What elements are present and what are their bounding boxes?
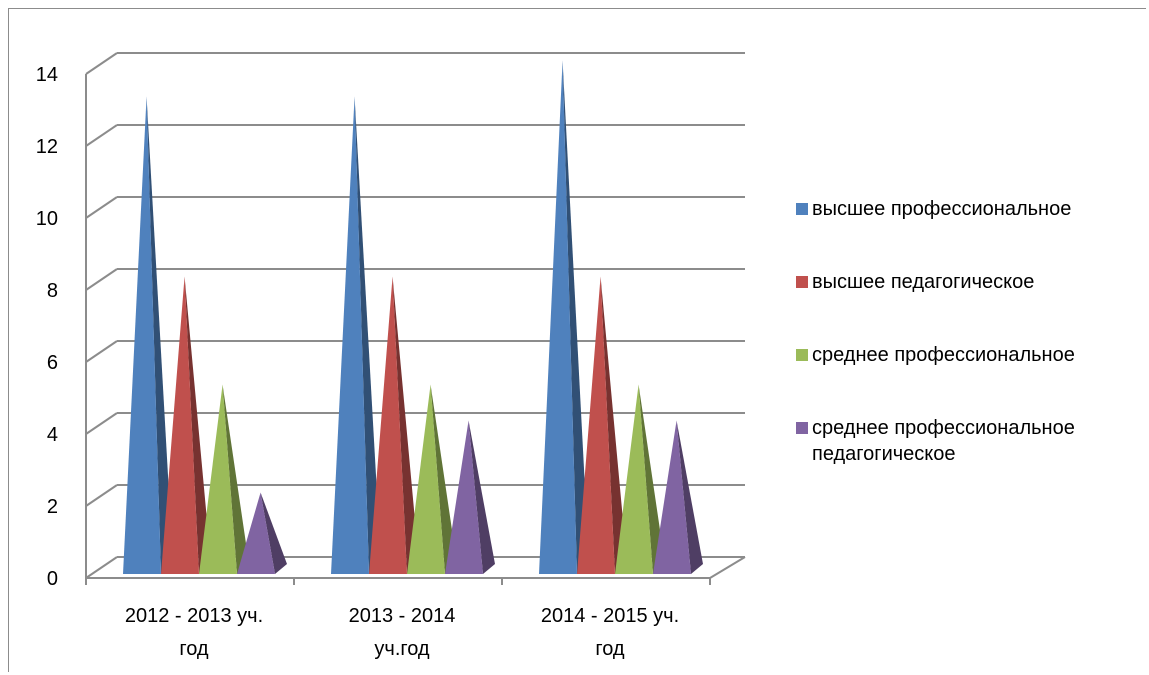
pyramid-4 [445, 420, 483, 574]
gridline-depth [85, 556, 118, 579]
legend-swatch-series-1 [796, 203, 808, 215]
legend-label-series-2: высшее педагогическое [812, 271, 1035, 293]
pyramid-2 [369, 276, 407, 574]
legend-label-series-1: высшее профессиональное [812, 198, 1072, 220]
pyramid-3 [407, 384, 445, 574]
pyramid-side-2 [184, 276, 211, 574]
floor-right-edge [709, 556, 746, 579]
legend-item-series-4: среднее профессиональное педагогическое [796, 415, 1146, 467]
pyramid-side-4 [468, 420, 495, 574]
legend-label-series-4: среднее профессиональное педагогическое [812, 417, 1075, 465]
pyramid-2 [577, 276, 615, 574]
pyramid-side-1 [562, 60, 589, 574]
legend-swatch-series-4 [796, 422, 808, 434]
legend-swatch-series-2 [796, 276, 808, 288]
pyramid-4 [237, 492, 275, 574]
x-tick-label: уч.год [374, 638, 430, 660]
x-tick-label: год [595, 638, 625, 660]
gridline-depth [85, 340, 118, 363]
gridline-depth [85, 268, 118, 291]
pyramid-side-2 [392, 276, 419, 574]
legend-label-series-3: среднее профессиональное [812, 344, 1075, 366]
pyramid-side-4 [676, 420, 703, 574]
x-tick-label: 2014 - 2015 уч. [541, 605, 679, 627]
pyramid-side-1 [146, 96, 173, 574]
y-tick-label: 4 [47, 424, 58, 446]
y-tick-label: 6 [47, 352, 58, 374]
pyramid-side-4 [260, 492, 287, 574]
pyramid-3 [199, 384, 237, 574]
pyramid-1 [123, 96, 161, 574]
pyramid-side-3 [430, 384, 457, 574]
legend-item-series-1: высшее профессиональное [796, 196, 1146, 222]
pyramid-2 [161, 276, 199, 574]
gridline-depth [85, 124, 118, 147]
y-tick-label: 8 [47, 280, 58, 302]
pyramid-1 [539, 60, 577, 574]
gridline-depth [85, 52, 118, 75]
y-tick-label: 14 [36, 64, 58, 86]
legend-item-series-3: среднее профессиональное [796, 342, 1146, 368]
gridline-depth [85, 412, 118, 435]
x-tick-label: 2013 - 2014 [349, 605, 456, 627]
pyramid-3 [615, 384, 653, 574]
pyramid-side-2 [600, 276, 627, 574]
x-tick-label: год [179, 638, 209, 660]
y-tick-label: 2 [47, 496, 58, 518]
gridline-depth [85, 484, 118, 507]
y-tick-label: 0 [47, 568, 58, 590]
pyramid-side-3 [222, 384, 249, 574]
pyramid-4 [653, 420, 691, 574]
legend-swatch-series-3 [796, 349, 808, 361]
pyramid-side-1 [354, 96, 381, 574]
y-tick-label: 12 [36, 136, 58, 158]
chart-frame [8, 8, 1146, 672]
gridline-depth [85, 196, 118, 219]
y-tick-label: 10 [36, 208, 58, 230]
legend: высшее профессиональное высшее педагогич… [796, 196, 1146, 514]
pyramid-side-3 [638, 384, 665, 574]
pyramid-1 [331, 96, 369, 574]
legend-item-series-2: высшее педагогическое [796, 269, 1146, 295]
x-tick-label: 2012 - 2013 уч. [125, 605, 263, 627]
